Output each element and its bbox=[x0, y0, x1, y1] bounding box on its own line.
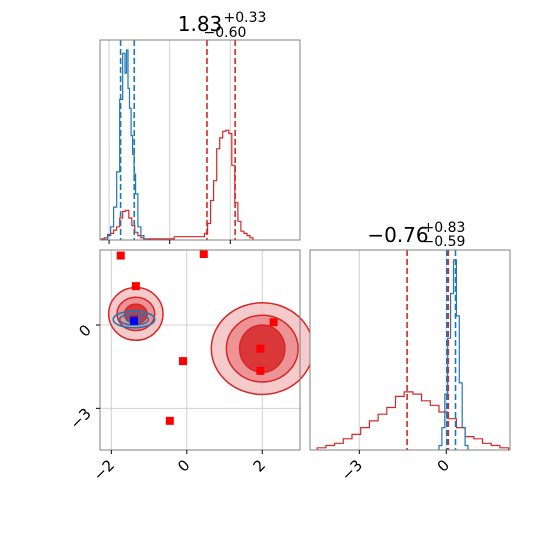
marker-square-1 bbox=[199, 250, 208, 258]
marker-square-8 bbox=[165, 416, 174, 425]
panel-joint-frame bbox=[99, 249, 301, 451]
marker-square-blue bbox=[129, 316, 138, 325]
tick-label-x-0: −2 bbox=[90, 456, 118, 484]
marker-square-5 bbox=[179, 357, 188, 366]
tick-label-x-0: −3 bbox=[338, 456, 366, 484]
tick-label-x-1: 0 bbox=[434, 456, 453, 475]
panel-marginal-y-quantiles bbox=[406, 250, 457, 450]
hist-series-0 bbox=[100, 129, 254, 240]
title-value-x: 1.83 bbox=[178, 12, 223, 36]
panel-marginal-y-bg bbox=[310, 250, 510, 450]
panel-marginal-x: 1.83 +0.33 −0.60 bbox=[99, 10, 301, 244]
contour-blue-0-level-2 bbox=[112, 310, 156, 329]
panel-marginal-x-bg bbox=[100, 40, 300, 240]
panel-marginal-y-title: −0.76 bbox=[367, 223, 428, 247]
title-minus-y: −0.59 bbox=[423, 234, 466, 250]
marker-square-2 bbox=[131, 282, 140, 291]
tick-label-x-2: 2 bbox=[250, 456, 269, 475]
marker-square-0 bbox=[116, 251, 125, 260]
panel-marginal-x-frame bbox=[99, 39, 301, 241]
panel-marginal-y-series bbox=[316, 259, 510, 450]
panel-marginal-y: −3 0 −0.76 +0.83 −0.59 bbox=[309, 220, 511, 484]
panel-marginal-x-ticks bbox=[108, 240, 231, 244]
panel-joint-markers bbox=[116, 250, 278, 425]
title-value-y: −0.76 bbox=[367, 223, 428, 247]
tick-label-y-1: −3 bbox=[66, 404, 94, 432]
panel-marginal-x-title: 1.83 bbox=[178, 12, 223, 36]
marker-square-4 bbox=[269, 318, 278, 327]
tick-label-x-1: 0 bbox=[174, 456, 193, 475]
panel-marginal-x-quantiles bbox=[119, 40, 236, 240]
contour-blue-0-level-1 bbox=[118, 313, 150, 326]
hist-series-1 bbox=[438, 259, 469, 450]
hist-series-1 bbox=[103, 49, 148, 241]
panel-marginal-y-frame bbox=[309, 249, 511, 451]
tick-label-y-0: 0 bbox=[75, 321, 94, 340]
panel-marginal-y-ticks: −3 0 bbox=[338, 450, 453, 484]
marker-square-7 bbox=[256, 366, 265, 375]
title-plus-x: +0.33 bbox=[224, 10, 267, 26]
marker-square-6 bbox=[256, 344, 265, 353]
hist-series-0 bbox=[316, 391, 510, 450]
title-minus-x: −0.60 bbox=[204, 25, 247, 41]
panel-marginal-x-grid bbox=[108, 40, 231, 240]
panel-joint: −2 0 2 0 −3 bbox=[66, 249, 314, 484]
panel-marginal-x-series bbox=[100, 49, 254, 241]
title-plus-y: +0.83 bbox=[423, 220, 466, 236]
